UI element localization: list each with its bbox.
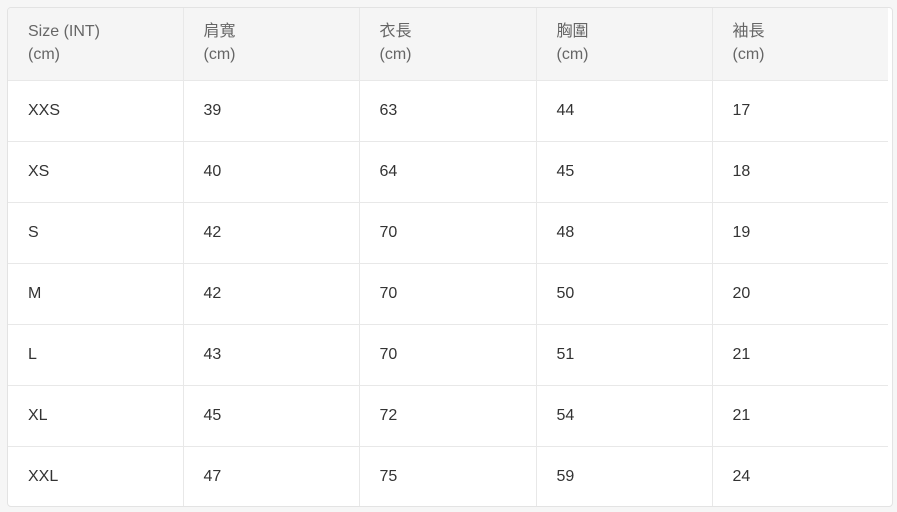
column-header: 肩寬 (cm) — [183, 8, 360, 81]
size-table: Size (INT) (cm) 肩寬 (cm) 衣長 (cm) 胸圍 (cm) 袖長 (cm) X… — [8, 8, 888, 506]
column-header: 胸圍 (cm) — [536, 8, 713, 81]
header-name: 袖長 — [732, 23, 765, 40]
measurement-cell: 63 — [359, 80, 537, 142]
header-name: 衣長 — [379, 23, 412, 40]
header-unit: (cm) — [203, 46, 236, 63]
table-row: XL 45 72 54 21 — [8, 385, 888, 447]
measurement-cell: 47 — [183, 446, 360, 506]
measurement-cell: 45 — [536, 141, 713, 203]
measurement-cell: 24 — [732, 468, 751, 485]
header-unit: (cm) — [556, 46, 589, 63]
measurement-cell: 17 — [712, 80, 888, 142]
measurement-cell: 43 — [183, 324, 360, 386]
measurement-cell: 40 — [183, 141, 360, 203]
table-row: S 42 70 48 19 — [8, 202, 888, 264]
measurement-cell: 50 — [536, 263, 713, 325]
table-row: L 43 70 51 21 — [8, 324, 888, 386]
header-unit: (cm) — [28, 46, 60, 63]
column-header: Size (INT) (cm) — [8, 8, 184, 81]
measurement-cell: 70 — [359, 324, 537, 386]
size-cell: XL — [8, 385, 184, 447]
size-cell: XXL — [8, 446, 184, 506]
header-unit: (cm) — [379, 46, 412, 63]
measurement-cell: 48 — [536, 202, 713, 264]
measurement-cell: 19 — [712, 202, 888, 264]
measurement-cell: 21 — [712, 385, 888, 447]
measurement-cell: 59 — [536, 446, 713, 506]
header-name: 肩寬 — [203, 23, 236, 40]
measurement-cell: 70 — [359, 263, 537, 325]
measurement-cell: 44 — [536, 80, 713, 142]
table-row: XS 40 64 45 18 — [8, 141, 888, 203]
measurement-cell: 18 — [712, 141, 888, 203]
header-name: Size (INT) — [28, 23, 100, 40]
table-row: XXS 39 63 44 17 — [8, 80, 888, 142]
measurement-cell: 21 — [712, 324, 888, 386]
measurement-cell: 72 — [359, 385, 537, 447]
column-header: 衣長 (cm) — [359, 8, 537, 81]
header-name: 胸圍 — [556, 23, 589, 40]
size-cell: S — [8, 202, 184, 264]
measurement-cell: 45 — [183, 385, 360, 447]
header-row: Size (INT) (cm) 肩寬 (cm) 衣長 (cm) 胸圍 (cm) 袖長 (cm) — [8, 8, 888, 81]
column-header: 袖長 (cm) — [712, 8, 888, 81]
size-cell: XXS — [8, 80, 184, 142]
measurement-cell: 75 — [359, 446, 537, 506]
table-row: M 42 70 50 20 — [8, 263, 888, 325]
size-cell: L — [8, 324, 184, 386]
measurement-cell: 54 — [536, 385, 713, 447]
measurement-cell: 42 — [183, 202, 360, 264]
measurement-cell: 20 — [712, 263, 888, 325]
size-cell: XS — [8, 141, 184, 203]
table-row: XXL 47 75 59 24 — [8, 446, 888, 506]
size-chart: Size (INT) (cm) 肩寬 (cm) 衣長 (cm) 胸圍 (cm) 袖長 (cm) X… — [7, 7, 893, 507]
measurement-cell: 70 — [359, 202, 537, 264]
measurement-cell: 64 — [359, 141, 537, 203]
measurement-cell: 51 — [536, 324, 713, 386]
size-cell: M — [8, 263, 184, 325]
measurement-cell: 39 — [183, 80, 360, 142]
measurement-cell: 42 — [183, 263, 360, 325]
header-unit: (cm) — [732, 46, 765, 63]
